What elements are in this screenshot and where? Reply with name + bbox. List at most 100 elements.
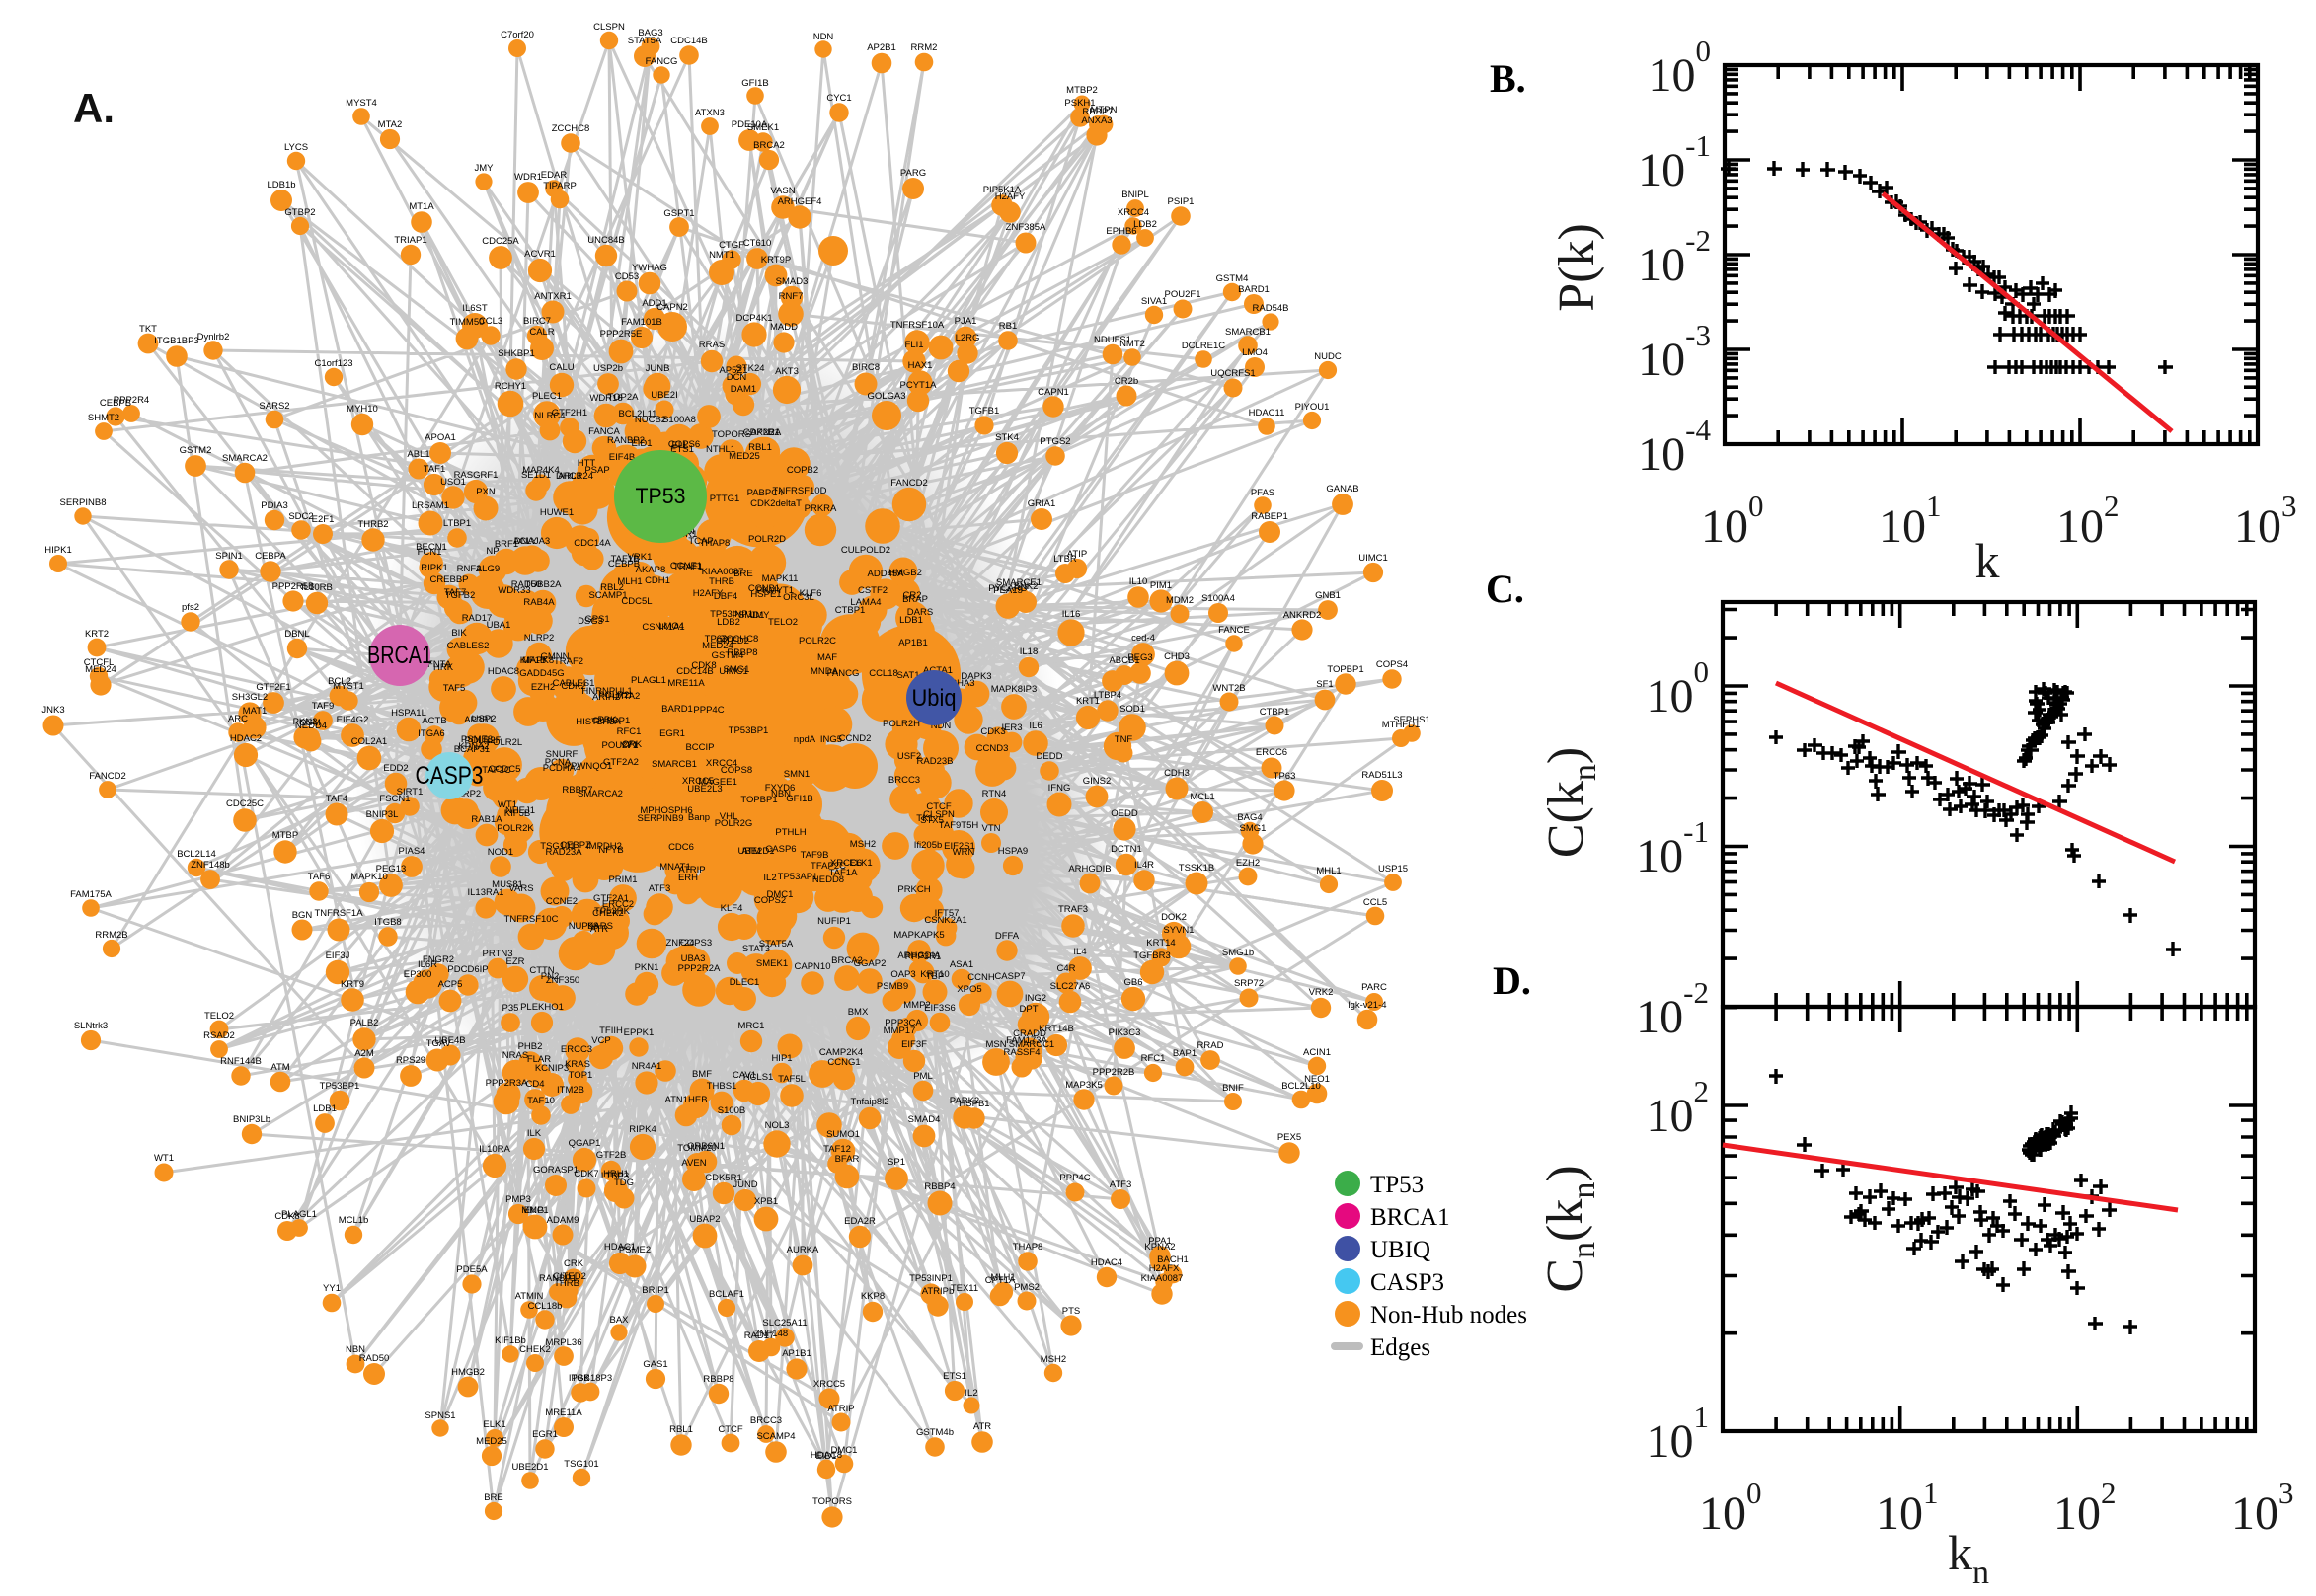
svg-text:IL6ST: IL6ST — [462, 303, 488, 314]
svg-text:ANXA3: ANXA3 — [1081, 115, 1112, 126]
svg-text:NEDD8: NEDD8 — [812, 874, 844, 885]
svg-text:PBK: PBK — [597, 715, 617, 725]
svg-text:VRK2: VRK2 — [1309, 987, 1334, 998]
svg-text:PDE10A: PDE10A — [732, 119, 768, 130]
svg-text:EZR: EZR — [506, 956, 525, 967]
svg-text:GRIA1: GRIA1 — [1028, 498, 1056, 509]
svg-text:RAB4A: RAB4A — [523, 597, 555, 608]
svg-text:XRCC5: XRCC5 — [682, 776, 714, 787]
svg-text:NBN: NBN — [771, 789, 791, 799]
svg-text:RBBP8: RBBP8 — [703, 1374, 733, 1385]
svg-text:BECN1: BECN1 — [416, 542, 447, 553]
svg-text:KRT1: KRT1 — [1076, 696, 1100, 707]
svg-text:TGFBR3: TGFBR3 — [1133, 950, 1170, 961]
svg-text:IL13RA1: IL13RA1 — [468, 887, 504, 898]
svg-text:RIPK1: RIPK1 — [421, 563, 447, 573]
svg-text:EPHA3: EPHA3 — [944, 678, 974, 689]
svg-text:A.: A. — [73, 85, 115, 131]
svg-text:NBN: NBN — [346, 1344, 365, 1355]
svg-text:XRCC5: XRCC5 — [813, 1379, 845, 1390]
svg-text:NHEJ1: NHEJ1 — [505, 805, 535, 816]
svg-text:CLSPN: CLSPN — [593, 22, 625, 33]
svg-text:SMARCA2: SMARCA2 — [222, 453, 268, 464]
svg-text:MT1A: MT1A — [409, 201, 434, 212]
svg-text:BRE: BRE — [733, 569, 753, 579]
svg-text:BGN: BGN — [292, 910, 313, 921]
svg-text:SNURF: SNURF — [546, 749, 579, 760]
svg-text:LAMA4: LAMA4 — [850, 597, 881, 608]
svg-text:ARIH2: ARIH2 — [592, 692, 620, 703]
svg-text:CAPN10: CAPN10 — [795, 961, 831, 972]
svg-text:PSME2: PSME2 — [619, 1245, 651, 1255]
svg-text:PPP2R4: PPP2R4 — [114, 395, 149, 406]
svg-text:BAX: BAX — [609, 1315, 629, 1326]
svg-text:GAS1: GAS1 — [643, 1359, 667, 1370]
svg-text:PJA1: PJA1 — [955, 316, 977, 327]
svg-text:RSAD2: RSAD2 — [203, 1030, 235, 1041]
svg-text:UIMC1: UIMC1 — [1358, 553, 1388, 564]
svg-text:POLR2H: POLR2H — [883, 719, 920, 729]
svg-text:C7orf20: C7orf20 — [501, 30, 534, 40]
svg-text:POLR2I: POLR2I — [598, 690, 632, 701]
svg-text:TSSK1B: TSSK1B — [1179, 863, 1214, 874]
svg-text:CTCF: CTCF — [718, 1424, 743, 1435]
svg-text:CEBPA: CEBPA — [255, 551, 286, 562]
svg-text:MAPK11: MAPK11 — [762, 573, 799, 584]
svg-text:POLR2C: POLR2C — [799, 636, 836, 646]
svg-text:VARS: VARS — [508, 883, 533, 894]
svg-text:MTBP2: MTBP2 — [1066, 85, 1098, 96]
svg-text:HMGB2: HMGB2 — [888, 568, 922, 578]
svg-text:PHB2: PHB2 — [518, 1041, 543, 1052]
svg-text:BRCA2: BRCA2 — [753, 140, 785, 151]
svg-text:LDB2: LDB2 — [1133, 219, 1157, 230]
svg-text:CAV1: CAV1 — [733, 1070, 756, 1081]
svg-text:IFNG: IFNG — [1048, 783, 1071, 794]
svg-text:ced-4: ced-4 — [1131, 633, 1155, 644]
svg-text:ACLY: ACLY — [513, 536, 538, 547]
svg-text:UBE2I: UBE2I — [651, 390, 677, 401]
svg-text:TELO2: TELO2 — [204, 1011, 234, 1022]
svg-text:DLEC1: DLEC1 — [730, 977, 760, 988]
svg-text:TOP1: TOP1 — [569, 1070, 593, 1081]
svg-text:LRSAM1: LRSAM1 — [412, 500, 449, 511]
svg-text:ERCC2: ERCC2 — [602, 899, 634, 910]
svg-text:MMP1: MMP1 — [521, 1205, 548, 1216]
svg-text:DHCR24: DHCR24 — [556, 471, 593, 482]
svg-text:SNK2: SNK2 — [1014, 581, 1039, 592]
svg-text:BRCC3: BRCC3 — [750, 1415, 782, 1426]
svg-text:PLAGL1: PLAGL1 — [281, 1209, 317, 1220]
svg-text:CD53: CD53 — [615, 271, 639, 282]
svg-text:ATMIN: ATMIN — [515, 1291, 544, 1302]
svg-text:LDB1: LDB1 — [899, 615, 923, 626]
svg-text:LDB1: LDB1 — [313, 1103, 337, 1114]
svg-text:ETS1: ETS1 — [943, 1371, 966, 1382]
svg-text:UBA3: UBA3 — [681, 953, 706, 964]
svg-text:ZNF385A: ZNF385A — [1006, 222, 1046, 233]
svg-text:CABLES1: CABLES1 — [553, 678, 595, 689]
svg-text:MAT1: MAT1 — [243, 706, 268, 717]
svg-text:CCNE1: CCNE1 — [670, 561, 702, 571]
svg-text:ACVR1: ACVR1 — [524, 249, 556, 260]
svg-text:MTA2: MTA2 — [378, 119, 403, 130]
svg-text:LTBR: LTBR — [1053, 554, 1077, 565]
svg-text:KRT9P: KRT9P — [761, 255, 791, 266]
svg-text:SMEK1: SMEK1 — [756, 958, 788, 969]
svg-text:HDAC2: HDAC2 — [230, 733, 262, 744]
svg-text:PMS2: PMS2 — [1014, 1282, 1040, 1293]
svg-text:GFI1B: GFI1B — [786, 794, 812, 804]
svg-text:SIRT1: SIRT1 — [397, 787, 424, 798]
svg-text:CASP7: CASP7 — [994, 971, 1025, 982]
svg-text:CASP3: CASP3 — [1370, 1269, 1444, 1296]
svg-text:AP2B1: AP2B1 — [750, 427, 780, 438]
svg-text:LMO4: LMO4 — [658, 621, 684, 632]
svg-text:CPT1A: CPT1A — [985, 1275, 1016, 1286]
svg-text:UIMC1: UIMC1 — [719, 666, 748, 677]
svg-text:HAX1: HAX1 — [908, 360, 933, 371]
svg-text:PCNA: PCNA — [545, 757, 572, 768]
svg-text:TCAP: TCAP — [688, 536, 713, 547]
svg-text:CDC5L: CDC5L — [621, 596, 652, 607]
svg-text:ATN1HEB: ATN1HEB — [664, 1095, 707, 1105]
svg-text:MLH1: MLH1 — [990, 1272, 1015, 1283]
svg-text:TIPARP: TIPARP — [543, 181, 577, 191]
svg-text:SLC25A11: SLC25A11 — [762, 1318, 807, 1329]
